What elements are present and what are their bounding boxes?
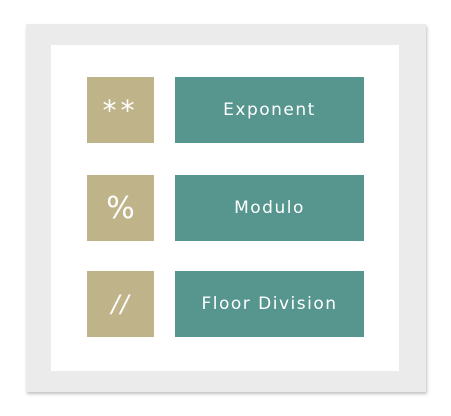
operator-symbol: //	[87, 271, 154, 337]
operator-label: Modulo	[175, 175, 364, 241]
operator-row-exponent: ** Exponent	[87, 77, 364, 143]
operator-label: Floor Division	[175, 271, 364, 337]
operator-symbol: %	[87, 175, 154, 241]
operator-row-floor-division: // Floor Division	[87, 271, 364, 337]
operator-row-modulo: % Modulo	[87, 175, 364, 241]
operator-label: Exponent	[175, 77, 364, 143]
operator-symbol: **	[87, 77, 154, 143]
